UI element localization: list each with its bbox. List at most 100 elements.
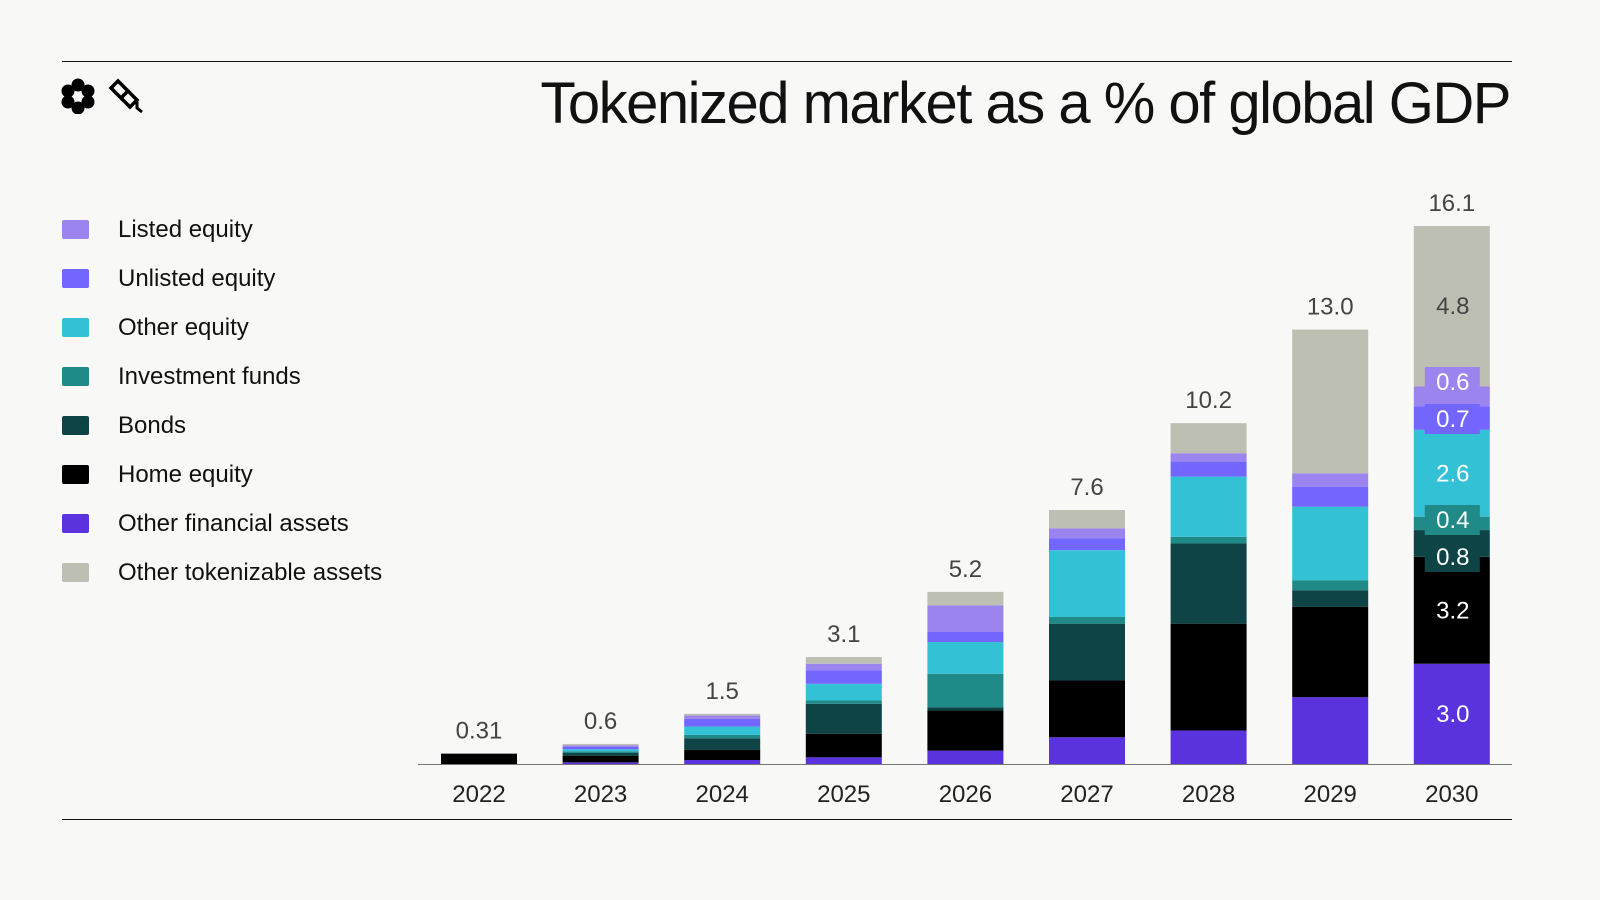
bar-segment-bonds-2026: [927, 707, 1004, 711]
bar-segment-other-tokenizable-assets-2024: [684, 713, 761, 716]
bar-segment-other-tokenizable-assets-2023: [562, 743, 639, 746]
legend-item-bonds: Bonds: [62, 401, 382, 450]
legend-swatch: [62, 465, 89, 484]
bar-segment-other-financial-assets-2027: [1049, 737, 1125, 764]
bar-segment-other-financial-assets-2030: [1413, 663, 1490, 764]
bar-segment-other-tokenizable-assets-2030: [1413, 226, 1490, 387]
x-tick-label-2026: 2026: [939, 781, 992, 808]
legend-item-other-financial-assets: Other financial assets: [62, 499, 382, 548]
x-tick-label-2030: 2030: [1425, 781, 1478, 808]
bar-segment-listed-equity-2027: [1049, 528, 1125, 539]
bar-segment-listed-equity-2029: [1292, 473, 1369, 487]
legend-item-unlisted-equity: Unlisted equity: [62, 254, 382, 303]
bar-segment-unlisted-equity-2028: [1170, 461, 1247, 477]
segment-label-bg: [1424, 505, 1480, 535]
bar-segment-investment-funds-2026: [927, 673, 1004, 708]
bar-segment-other-tokenizable-assets-2027: [1049, 510, 1125, 529]
bar-segment-other-tokenizable-assets-2025: [805, 657, 882, 664]
bar-segment-bonds-2024: [684, 738, 761, 750]
legend-label: Other tokenizable assets: [118, 558, 383, 586]
bar-segment-other-equity-2027: [1049, 550, 1125, 617]
bar-segment-investment-funds-2027: [1049, 616, 1125, 624]
x-tick-label-2024: 2024: [696, 781, 749, 808]
bar-segment-home-equity-2023: [562, 755, 639, 763]
total-label-2024: 1.5: [706, 678, 739, 705]
x-tick-label-2027: 2027: [1060, 781, 1113, 808]
bar-segment-listed-equity-2026: [927, 605, 1004, 633]
bar-segment-home-equity-2028: [1170, 623, 1247, 731]
legend-item-other-equity: Other equity: [62, 303, 382, 352]
bottom-rule: [62, 819, 1512, 820]
bar-segment-other-equity-2026: [927, 642, 1004, 674]
legend-label: Bonds: [118, 411, 187, 439]
bar-segment-home-equity-2025: [805, 733, 882, 758]
bar-segment-other-financial-assets-2026: [927, 750, 1004, 764]
bar-segment-other-financial-assets-2023: [562, 762, 639, 764]
total-label-2025: 3.1: [827, 621, 860, 648]
segment-label-bonds: 0.8: [1436, 544, 1469, 571]
legend-swatch: [62, 269, 89, 288]
brand-logos: [60, 78, 144, 114]
segment-label-other-financial-assets: 3.0: [1436, 701, 1469, 728]
bar-segment-unlisted-equity-2025: [805, 670, 882, 684]
bar-segment-home-equity-2027: [1049, 680, 1125, 738]
bars-group: 0.31 0.6 1.5 3.1 5.2 7.6 10.2 13.0 16.1 3.0 3.2 0.8…: [441, 190, 1490, 764]
legend-label: Listed equity: [118, 215, 253, 243]
bar-segment-unlisted-equity-2024: [684, 718, 761, 727]
bar-segment-unlisted-equity-2023: [562, 746, 639, 750]
bar-segment-listed-equity-2028: [1170, 453, 1247, 462]
bar-segment-other-tokenizable-assets-2028: [1170, 423, 1247, 454]
chart-title: Tokenized market as a % of global GDP: [540, 71, 1511, 136]
total-label-2028: 10.2: [1185, 387, 1232, 414]
segment-label-bg: [1424, 404, 1480, 434]
bar-segment-investment-funds-2024: [684, 734, 761, 739]
bar-segment-investment-funds-2029: [1292, 580, 1369, 591]
legend-label: Other financial assets: [118, 509, 349, 537]
bar-segment-other-tokenizable-assets-2026: [927, 591, 1004, 606]
top-rule: [62, 61, 1512, 62]
legend-label: Unlisted equity: [118, 264, 276, 292]
total-label-2027: 7.6: [1070, 474, 1103, 501]
bar-segment-other-financial-assets-2029: [1292, 697, 1369, 764]
bar-segment-bonds-2029: [1292, 590, 1369, 607]
segment-label-investment-funds: 0.4: [1436, 507, 1469, 534]
bar-segment-other-equity-2030: [1413, 429, 1490, 517]
bar-segment-other-equity-2024: [684, 726, 761, 735]
legend-swatch: [62, 220, 89, 239]
legend-label: Home equity: [118, 460, 253, 488]
segment-label-other-tokenizable-assets: 4.8: [1436, 293, 1469, 320]
bar-segment-other-equity-2025: [805, 683, 882, 701]
legend-swatch: [62, 318, 89, 337]
x-tick-label-2029: 2029: [1304, 781, 1357, 808]
bar-segment-other-equity-2029: [1292, 506, 1369, 581]
bar-segment-unlisted-equity-2029: [1292, 486, 1369, 507]
bar-segment-other-financial-assets-2025: [805, 757, 882, 764]
bar-segment-unlisted-equity-2027: [1049, 538, 1125, 551]
segment-label-other-equity: 2.6: [1436, 460, 1469, 487]
bar-segment-bonds-2023: [562, 752, 639, 756]
bar-segment-home-equity-2029: [1292, 606, 1369, 698]
segment-label-bg: [1424, 542, 1480, 572]
legend-swatch: [62, 514, 89, 533]
bar-segment-bonds-2025: [805, 703, 882, 734]
legend-item-home-equity: Home equity: [62, 450, 382, 499]
total-label-2029: 13.0: [1307, 294, 1354, 321]
bar-segment-listed-equity-2025: [805, 663, 882, 671]
bar-segment-home-equity-2026: [927, 710, 1004, 751]
cube-logo-icon: [108, 78, 143, 114]
legend-item-listed-equity: Listed equity: [62, 205, 382, 254]
bar-segment-other-financial-assets-2024: [684, 759, 761, 764]
legend-swatch: [62, 563, 89, 582]
segment-label-home-equity: 3.2: [1436, 597, 1469, 624]
bar-segment-other-equity-2023: [562, 749, 639, 752]
segment-label-listed-equity: 0.6: [1436, 369, 1469, 396]
bar-segment-other-equity-2028: [1170, 476, 1247, 537]
bar-segment-other-tokenizable-assets-2029: [1292, 329, 1369, 474]
bar-segment-home-equity-2030: [1413, 556, 1490, 664]
total-label-2022: 0.31: [456, 718, 503, 745]
legend-swatch: [62, 416, 89, 435]
bar-segment-listed-equity-2024: [684, 715, 761, 719]
bar-segment-bonds-2028: [1170, 543, 1247, 624]
total-label-2026: 5.2: [949, 556, 982, 583]
